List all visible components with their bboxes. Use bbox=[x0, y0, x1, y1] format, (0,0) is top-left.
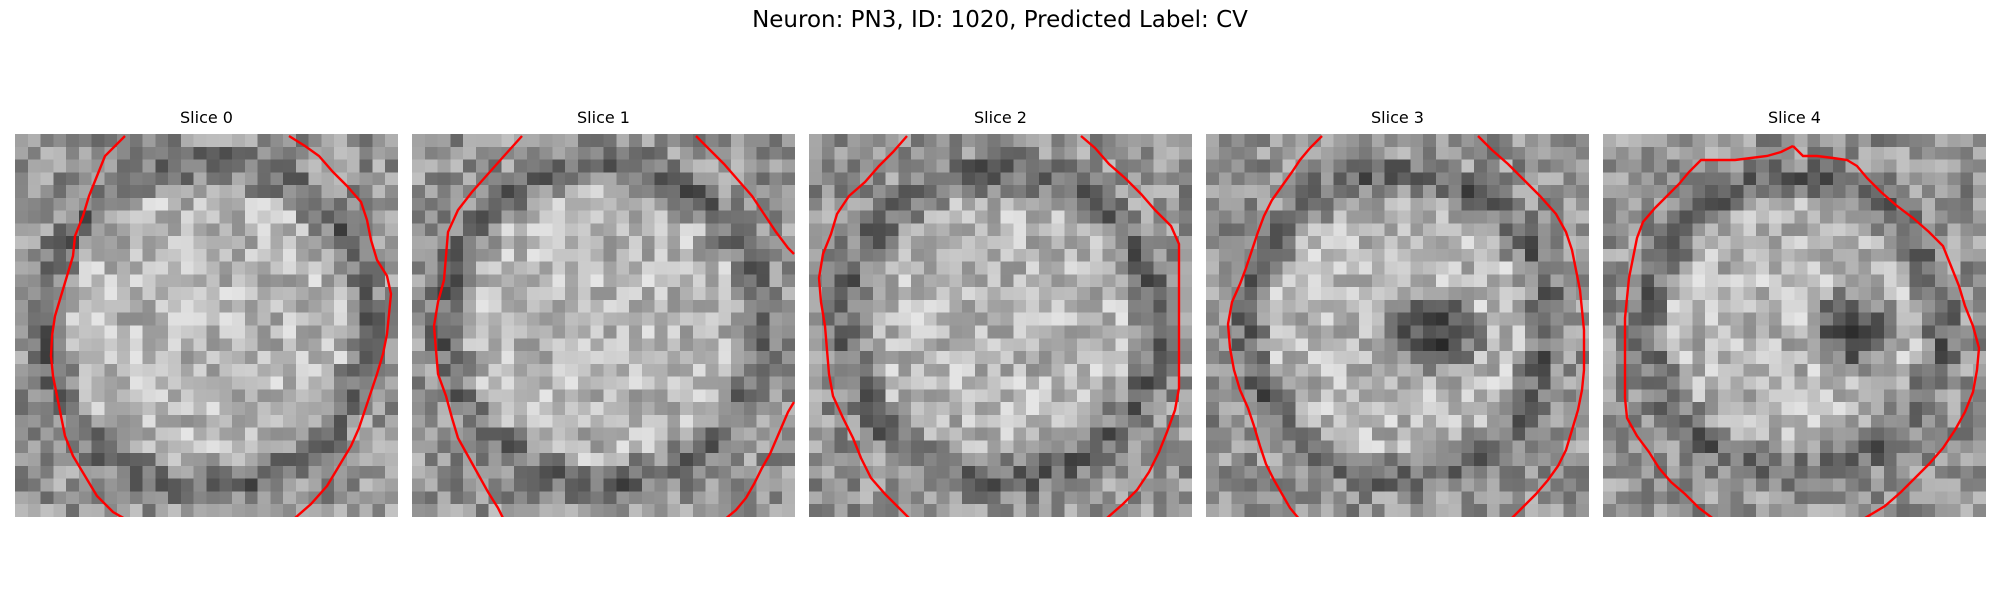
contour-line-1 bbox=[281, 136, 391, 517]
contour-overlay bbox=[412, 134, 795, 517]
slice-title: Slice 3 bbox=[1206, 108, 1589, 128]
contour-overlay bbox=[809, 134, 1192, 517]
contour-overlay bbox=[1603, 134, 1986, 517]
slice-panel-1: Slice 1 bbox=[412, 108, 795, 518]
slice-panel-3: Slice 3 bbox=[1206, 108, 1589, 518]
slice-title: Slice 4 bbox=[1603, 108, 1986, 128]
contour-line-0 bbox=[434, 136, 522, 517]
contour-line-2 bbox=[710, 402, 794, 517]
slice-panel-4: Slice 4 bbox=[1603, 108, 1986, 518]
slice-title: Slice 2 bbox=[809, 108, 1192, 128]
slice-panel-0: Slice 0 bbox=[15, 108, 398, 518]
contour-overlay bbox=[1206, 134, 1589, 517]
contour-line-1 bbox=[1478, 136, 1584, 517]
figure-title: Neuron: PN3, ID: 1020, Predicted Label: … bbox=[0, 7, 2000, 33]
slice-title: Slice 0 bbox=[15, 108, 398, 128]
contour-line-0 bbox=[1625, 146, 1979, 517]
slice-title: Slice 1 bbox=[412, 108, 795, 128]
contour-line-0 bbox=[51, 136, 143, 517]
slice-panel-2: Slice 2 bbox=[809, 108, 1192, 518]
contour-overlay bbox=[15, 134, 398, 517]
contour-line-0 bbox=[819, 136, 917, 517]
contour-line-1 bbox=[696, 136, 794, 254]
contour-line-1 bbox=[1081, 136, 1179, 517]
contour-line-0 bbox=[1228, 136, 1322, 517]
